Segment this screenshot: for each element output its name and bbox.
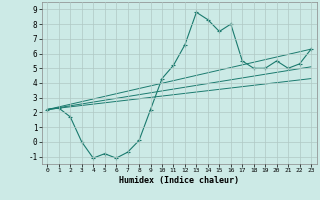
X-axis label: Humidex (Indice chaleur): Humidex (Indice chaleur) — [119, 176, 239, 185]
